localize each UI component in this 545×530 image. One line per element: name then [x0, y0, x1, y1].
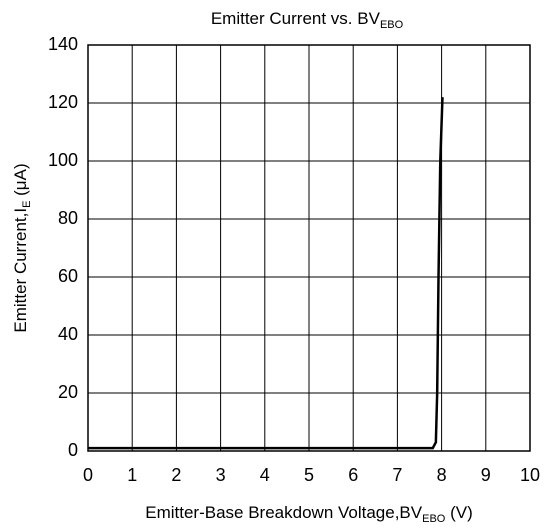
x-tick-label: 7: [392, 465, 402, 485]
y-tick-label: 80: [58, 208, 78, 228]
x-label-sub: EBO: [422, 513, 446, 525]
y-tick-label: 120: [48, 92, 78, 112]
x-label-unit: (V): [445, 503, 472, 522]
x-tick-label: 1: [127, 465, 137, 485]
y-label-unit: (μA): [11, 163, 30, 200]
x-label-text: Emitter-Base Breakdown Voltage,BV: [145, 503, 423, 522]
y-label-text: Emitter Current,I: [11, 208, 30, 333]
x-tick-label: 10: [520, 465, 540, 485]
x-tick-label: 2: [171, 465, 181, 485]
x-tick-label: 3: [216, 465, 226, 485]
y-tick-label: 100: [48, 150, 78, 170]
y-tick-label: 140: [48, 34, 78, 54]
y-tick-label: 60: [58, 266, 78, 286]
y-tick-label: 0: [68, 440, 78, 460]
y-label-sub: E: [21, 201, 33, 208]
y-axis-label: Emitter Current,IE (μA): [11, 163, 32, 332]
y-tick-label: 20: [58, 382, 78, 402]
title-sub: EBO: [380, 19, 404, 31]
series-line: [88, 97, 444, 450]
x-tick-label: 9: [481, 465, 491, 485]
plot-frame: [87, 44, 531, 452]
x-tick-label: 4: [260, 465, 270, 485]
y-tick-label: 40: [58, 324, 78, 344]
title-text: Emitter Current vs. BV: [211, 9, 381, 28]
x-tick-label: 8: [437, 465, 447, 485]
chart-title: Emitter Current vs. BVEBO: [211, 9, 404, 30]
x-tick-label: 5: [304, 465, 314, 485]
x-tick-label: 6: [348, 465, 358, 485]
x-tick-label: 0: [83, 465, 93, 485]
x-axis-label: Emitter-Base Breakdown Voltage,BVEBO (V): [145, 503, 473, 524]
